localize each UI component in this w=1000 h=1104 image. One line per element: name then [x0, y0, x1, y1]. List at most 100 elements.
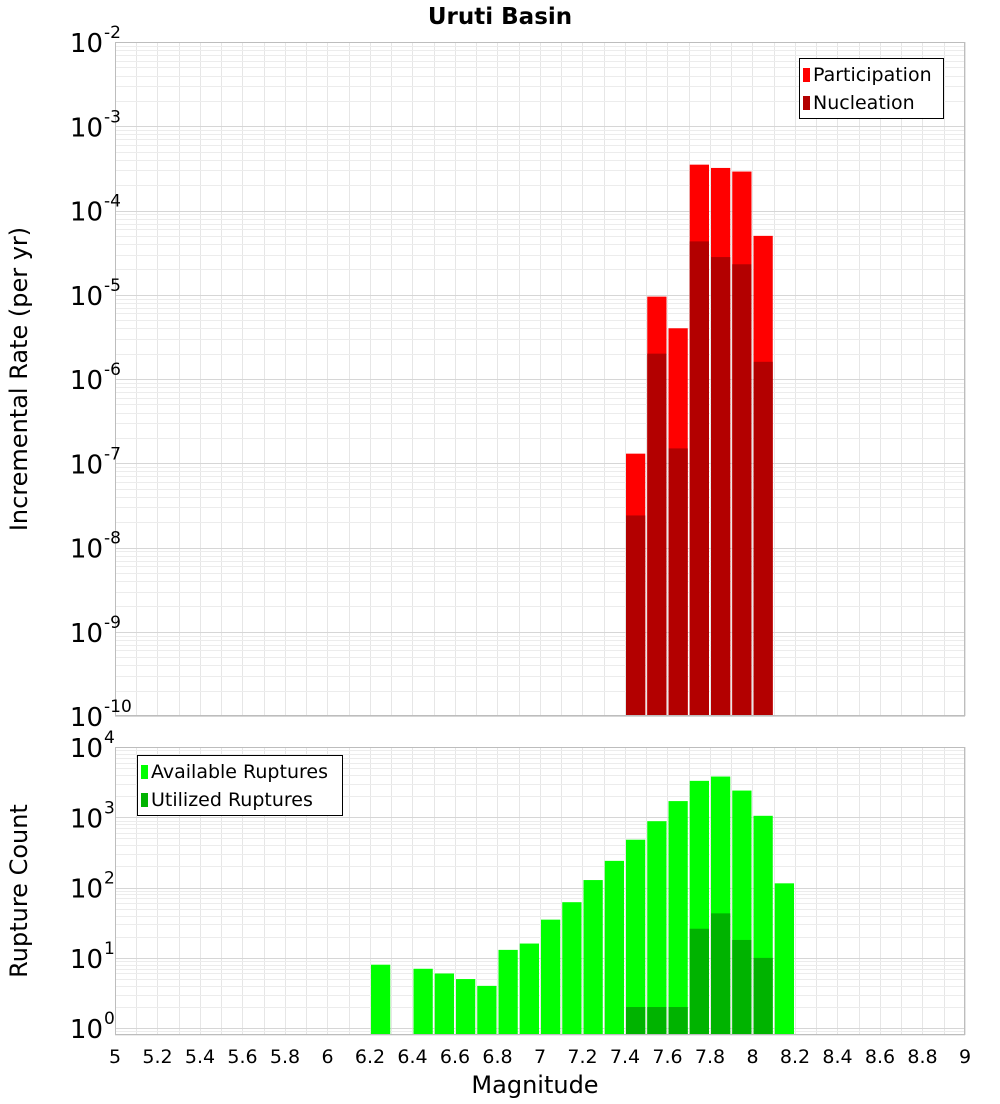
y-tick-label: 10 -5: [70, 276, 121, 312]
y-tick-base: 10: [70, 619, 103, 649]
bar: [732, 264, 752, 716]
y-tick-label: 10 1: [70, 939, 115, 975]
bar: [689, 241, 709, 716]
y-tick-exponent: -3: [104, 107, 121, 127]
x-tick-label: 5.6: [227, 1046, 257, 1068]
y-tick-base: 10: [70, 113, 103, 143]
x-tick-label: 5.4: [185, 1046, 215, 1068]
bar: [583, 880, 603, 1035]
legend-swatch: [141, 793, 148, 807]
y-tick-exponent: -5: [104, 276, 121, 296]
bar: [647, 821, 667, 1035]
y-tick-base: 10: [70, 945, 103, 975]
bar: [604, 860, 624, 1035]
gridlines: [115, 747, 966, 1036]
gridlines: [115, 42, 966, 717]
y-tick-base: 10: [70, 1015, 103, 1045]
y-tick-exponent: -6: [104, 360, 121, 380]
legend-label: Nucleation: [813, 92, 915, 114]
chart-panel-2: 10 010 110 210 310 45 5.2 5.4 5.6 5.8 6 6.2 6.4 6.6 6.…: [5, 728, 971, 1099]
x-tick-label: 6.6: [440, 1046, 470, 1068]
y-tick-exponent: 4: [104, 728, 115, 748]
x-tick-label: 5.2: [142, 1046, 172, 1068]
y-tick-base: 10: [70, 450, 103, 480]
bar: [626, 515, 646, 716]
series-utilized-ruptures: [626, 913, 773, 1035]
y-tick-base: 10: [70, 535, 103, 565]
plot-frame: [115, 747, 965, 1035]
legend-swatch: [803, 68, 810, 82]
y-tick-exponent: 0: [104, 1009, 115, 1029]
x-axis-label: Magnitude: [471, 1071, 598, 1099]
y-tick-base: 10: [70, 804, 103, 834]
x-tick-label: 7.4: [610, 1046, 640, 1068]
x-tick-label: 6.4: [397, 1046, 427, 1068]
bar: [668, 448, 688, 716]
x-tick-label: 5: [109, 1046, 121, 1068]
plot-frame: [115, 42, 965, 716]
bar: [562, 902, 582, 1035]
y-tick-base: 10: [70, 366, 103, 396]
y-tick-base: 10: [70, 734, 103, 764]
y-tick-label: 10 0: [70, 1009, 115, 1045]
y-tick-exponent: 1: [104, 939, 115, 959]
y-tick-exponent: -7: [104, 444, 121, 464]
y-tick-base: 10: [70, 875, 103, 905]
y-tick-label: 10 2: [70, 869, 115, 905]
y-tick-label: 10 -9: [70, 613, 121, 649]
bar: [626, 1007, 646, 1035]
bar: [753, 361, 773, 716]
bar: [434, 973, 454, 1035]
legend-box: [799, 58, 944, 119]
bar: [774, 883, 794, 1035]
chart-title: Uruti Basin: [428, 4, 572, 30]
x-tick-label: 8: [746, 1046, 758, 1068]
y-tick-exponent: -10: [104, 697, 132, 717]
legend-swatch: [803, 96, 810, 110]
x-tick-label: 8.4: [822, 1046, 852, 1068]
y-tick-label: 10 -6: [70, 360, 121, 396]
bar: [753, 957, 773, 1035]
y-axis-label: Rupture Count: [5, 804, 33, 978]
x-tick-label: 6.8: [482, 1046, 512, 1068]
series-nucleation: [626, 241, 773, 716]
x-tick-label: 7.2: [567, 1046, 597, 1068]
bar: [519, 943, 539, 1035]
bar: [626, 839, 646, 1035]
x-tick-label: 6: [321, 1046, 333, 1068]
y-tick-exponent: 3: [104, 798, 115, 818]
y-tick-exponent: -4: [104, 192, 121, 212]
bar: [711, 257, 731, 716]
legend-label: Available Ruptures: [151, 761, 328, 783]
x-tick-label: 8.6: [865, 1046, 895, 1068]
y-tick-exponent: 2: [104, 869, 115, 889]
x-tick-label: 7.6: [652, 1046, 682, 1068]
legend-swatch: [141, 765, 148, 779]
y-tick-label: 10 -8: [70, 529, 121, 565]
bar: [413, 968, 433, 1035]
y-tick-label: 10 4: [70, 728, 115, 764]
x-tick-label: 7: [534, 1046, 546, 1068]
bar: [541, 919, 561, 1035]
bar: [647, 353, 667, 716]
y-tick-exponent: -9: [104, 613, 121, 633]
y-tick-exponent: -2: [104, 23, 121, 43]
bar: [456, 979, 476, 1035]
y-tick-label: 10 -10: [70, 697, 132, 733]
x-tick-label: 8.8: [907, 1046, 937, 1068]
y-tick-base: 10: [70, 703, 103, 733]
x-tick-label: 9: [959, 1046, 971, 1068]
bar: [668, 1007, 688, 1035]
y-tick-base: 10: [70, 198, 103, 228]
y-tick-label: 10 -4: [70, 192, 121, 228]
legend-label: Participation: [813, 64, 932, 86]
y-tick-label: 10 -3: [70, 107, 121, 143]
bar: [668, 801, 688, 1035]
x-tick-label: 5.8: [270, 1046, 300, 1068]
y-tick-label: 10 -2: [70, 23, 121, 59]
y-tick-label: 10 -7: [70, 444, 121, 480]
legend-box: [137, 755, 343, 816]
bar: [711, 913, 731, 1035]
